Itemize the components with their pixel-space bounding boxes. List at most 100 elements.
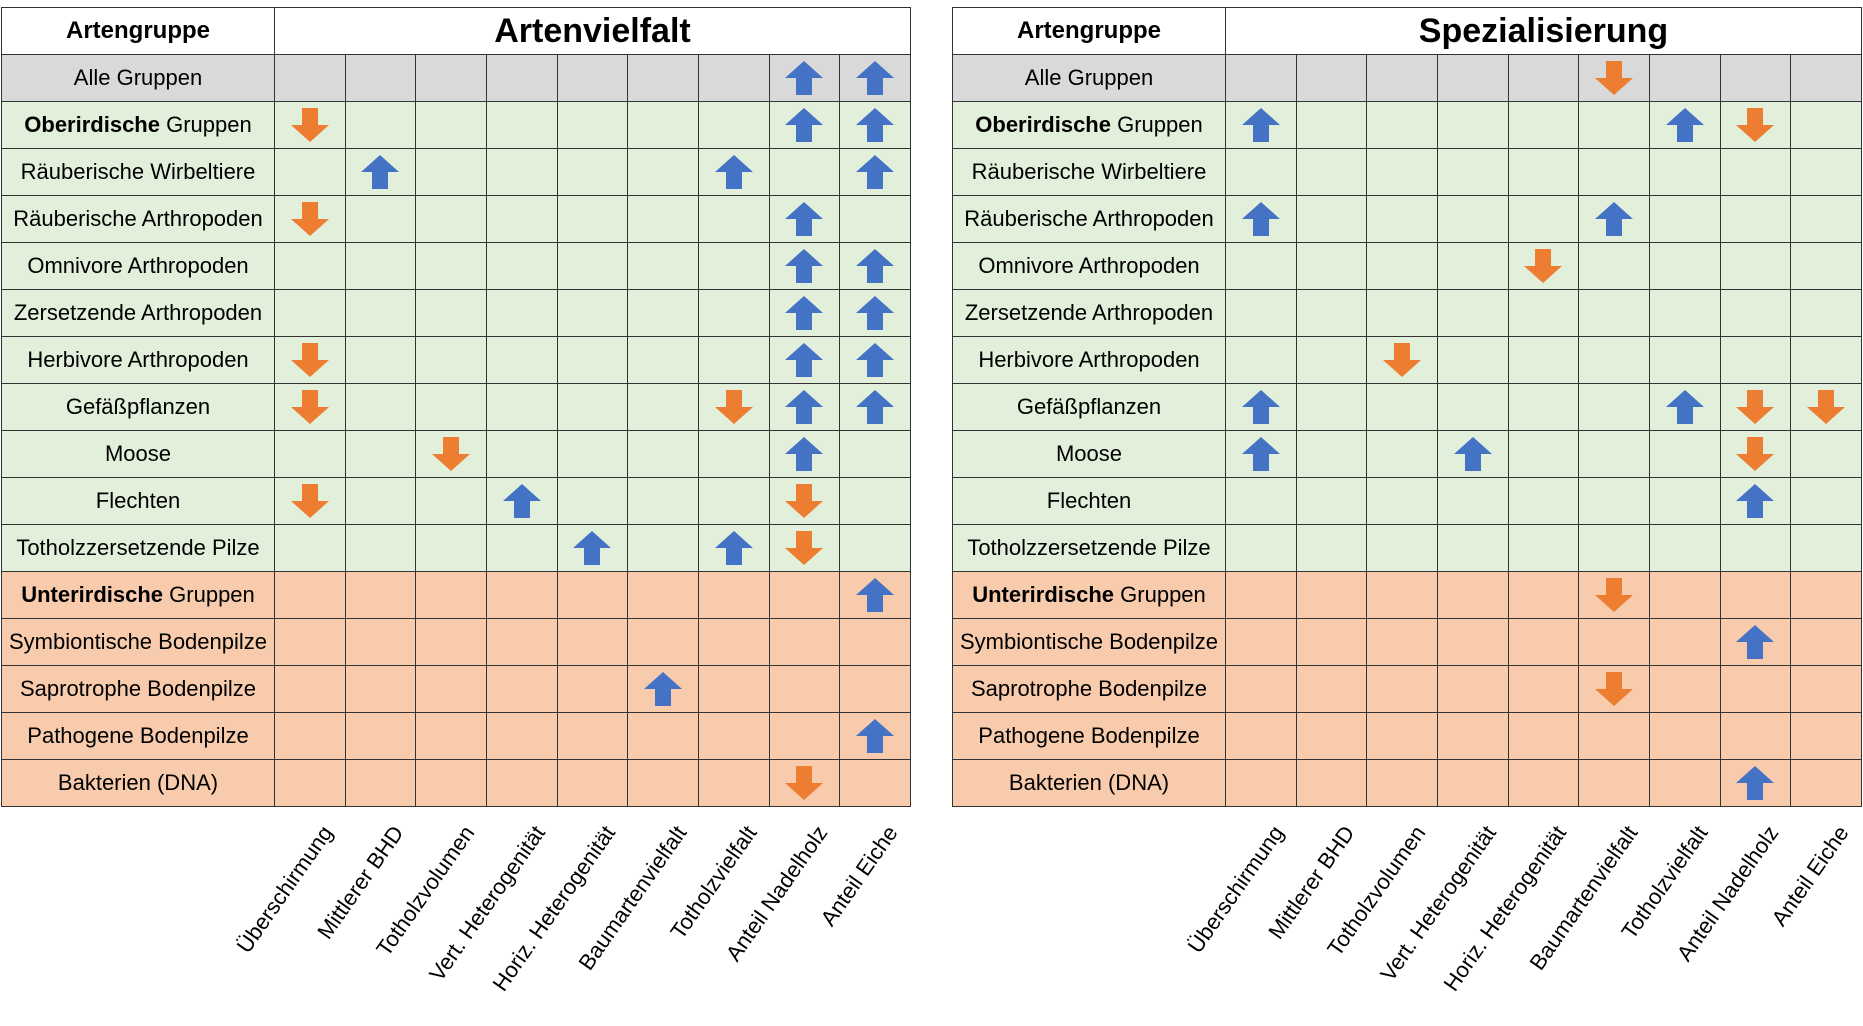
cell-mark (1226, 103, 1295, 148)
matrix-cell (1507, 195, 1580, 243)
cell-mark (770, 244, 839, 289)
matrix-cell (556, 289, 629, 337)
table-row: Alle Gruppen (1, 54, 911, 102)
chart-mark-down-t1-r7-c8 (1807, 390, 1846, 424)
matrix-cell (485, 430, 558, 478)
row-label: Oberirdische Gruppen (1, 101, 275, 149)
arrow-down-icon (1807, 390, 1846, 424)
cell-mark (1650, 385, 1719, 430)
matrix-cell (768, 54, 841, 102)
chart-mark-up-t1-r12-c7 (1736, 625, 1775, 659)
matrix-cell (415, 477, 487, 525)
chart-mark-up-t1-r3-c0 (1241, 202, 1280, 236)
table-row: Moose (1, 430, 911, 478)
cell-mark (1226, 385, 1295, 430)
arrow-up-icon (1595, 202, 1634, 236)
chart-mark-up-t1-r9-c7 (1736, 484, 1775, 518)
chart-mark-down-t1-r7-c7 (1736, 390, 1775, 424)
matrix-cell (839, 101, 911, 149)
matrix-cell (1436, 430, 1509, 478)
matrix-cell (839, 759, 911, 807)
row-label: Räuberische Wirbeltiere (952, 148, 1226, 196)
cell-mark (770, 197, 839, 242)
matrix-cell (627, 571, 699, 619)
matrix-cell (1719, 101, 1792, 149)
chart-mark-up-t1-r7-c0 (1241, 390, 1280, 424)
chart-mark-up-t1-r8-c3 (1453, 437, 1492, 471)
matrix-cell (697, 712, 770, 760)
cell-mark (770, 479, 839, 524)
matrix-cell (1790, 477, 1862, 525)
matrix-table: Artengruppe Artenvielfalt Alle Gruppen Ober… (1, 7, 911, 807)
matrix-cell (274, 618, 346, 666)
row-label: Gefäßpflanzen (1, 383, 275, 431)
matrix-cell (556, 618, 629, 666)
arrow-down-icon (1736, 390, 1775, 424)
cell-mark (1721, 385, 1790, 430)
matrix-cell (627, 54, 699, 102)
arrow-down-icon (290, 343, 329, 377)
matrix-cell (1790, 336, 1862, 384)
chart-mark-down-t1-r13-c5 (1595, 672, 1634, 706)
matrix-cell (344, 759, 417, 807)
table-row: Räuberische Arthropoden (1, 195, 911, 243)
matrix-cell (1648, 618, 1721, 666)
matrix-cell (768, 195, 841, 243)
matrix-cell (1719, 665, 1792, 713)
matrix-cell (1507, 383, 1580, 431)
arrow-up-icon (361, 155, 400, 189)
arrow-up-icon (785, 296, 824, 330)
matrix-cell (415, 336, 487, 384)
cell-mark (770, 432, 839, 477)
matrix-cell (556, 759, 629, 807)
table-row: Totholzzersetzende Pilze (952, 524, 1862, 572)
arrow-down-icon (1736, 437, 1775, 471)
matrix-cell (415, 712, 487, 760)
row-label-bold: Oberirdische (24, 112, 160, 137)
matrix-cell (839, 336, 911, 384)
panel-artenvielfalt: Artengruppe Artenvielfalt Alle Gruppen Ober… (1, 7, 911, 1007)
matrix-cell (768, 148, 841, 196)
chart-mark-up-t1-r8-c0 (1241, 437, 1280, 471)
arrow-up-icon (856, 155, 895, 189)
matrix-cell (1366, 54, 1438, 102)
row-label-bold: Unterirdische (972, 582, 1115, 607)
table-row: Totholzzersetzende Pilze (1, 524, 911, 572)
matrix-cell (344, 665, 417, 713)
matrix-cell (839, 54, 911, 102)
matrix-cell (1436, 524, 1509, 572)
row-label: Herbivore Arthropoden (1, 336, 275, 384)
matrix-cell (485, 195, 558, 243)
matrix-cell (1790, 618, 1862, 666)
matrix-cell (1295, 195, 1368, 243)
matrix-cell (697, 195, 770, 243)
cell-mark (699, 150, 768, 195)
matrix-cell (1366, 383, 1438, 431)
matrix-cell (1295, 477, 1368, 525)
matrix-cell (1648, 665, 1721, 713)
matrix-cell (1436, 148, 1509, 196)
matrix-cell (1507, 618, 1580, 666)
arrow-up-icon (1241, 108, 1280, 142)
chart-mark-up-t1-r3-c5 (1595, 202, 1634, 236)
matrix-cell (1225, 618, 1297, 666)
row-label-bold: Unterirdische (21, 582, 164, 607)
cell-mark (1226, 432, 1295, 477)
arrow-up-icon (1453, 437, 1492, 471)
matrix-cell (1436, 242, 1509, 290)
matrix-cell (1436, 336, 1509, 384)
matrix-cell (1225, 712, 1297, 760)
chart-mark-up-t0-r9-c3 (502, 484, 541, 518)
matrix-cell (1648, 195, 1721, 243)
cell-mark (629, 667, 698, 712)
matrix-cell (1295, 148, 1368, 196)
matrix-cell (1366, 148, 1438, 196)
matrix-cell (697, 54, 770, 102)
arrow-up-icon (1241, 390, 1280, 424)
matrix-cell (627, 195, 699, 243)
matrix-cell (768, 430, 841, 478)
table-row: Omnivore Arthropoden (1, 242, 911, 290)
arrow-down-icon (1383, 343, 1422, 377)
matrix-cell (1295, 430, 1368, 478)
arrow-down-icon (785, 484, 824, 518)
